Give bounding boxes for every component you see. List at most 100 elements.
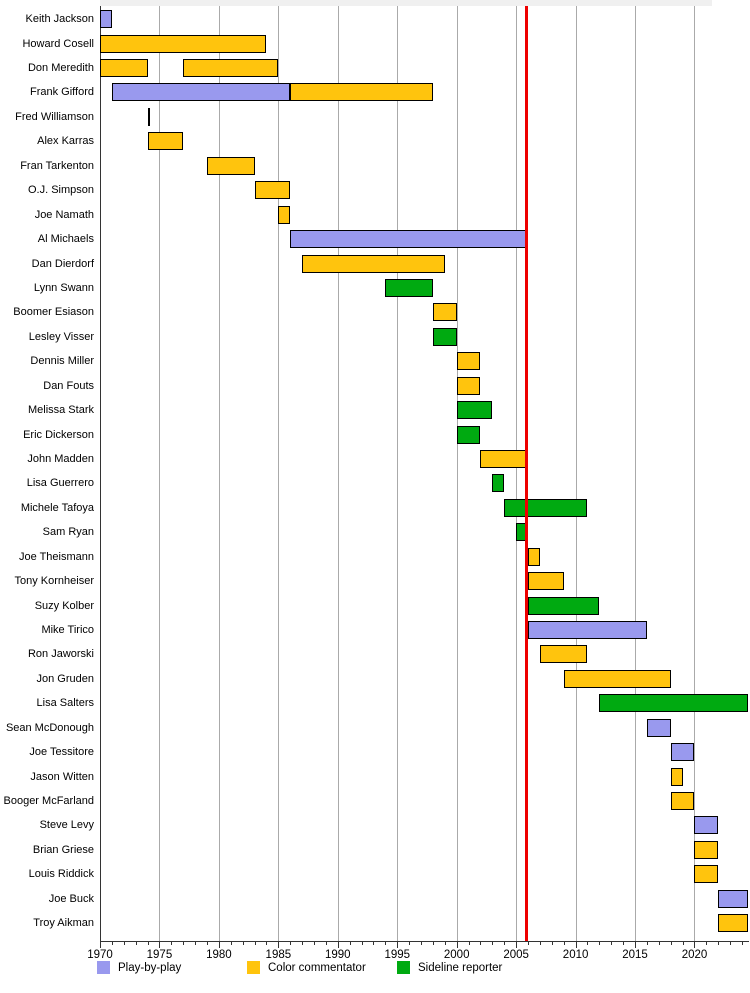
timeline-bar <box>385 278 433 297</box>
gridline-2020 <box>694 6 696 941</box>
row-label: Howard Cosell <box>22 37 94 50</box>
timeline-bar <box>599 694 748 713</box>
timeline-bar <box>718 889 748 908</box>
row-label: Eric Dickerson <box>23 428 94 441</box>
axis-tick-1992 <box>361 942 363 945</box>
axis-tick-2024 <box>742 942 744 945</box>
timeline-bar <box>302 254 445 273</box>
timeline-bar <box>111 83 291 102</box>
timeline-bar <box>432 303 457 322</box>
timeline-bar <box>504 498 588 517</box>
gridline-1975 <box>159 6 161 941</box>
row-label: Steve Levy <box>39 819 94 832</box>
axis-tick-label-1970: 1970 <box>87 949 113 961</box>
row-label: Frank Gifford <box>30 86 94 99</box>
timeline-bar <box>147 107 150 126</box>
gridline-1985 <box>278 6 280 941</box>
legend: Play-by-play Color commentator Sideline … <box>0 960 750 980</box>
axis-tick-1988 <box>314 942 316 945</box>
timeline-bar <box>183 59 279 78</box>
bottom-axis-line <box>100 941 749 942</box>
axis-tick-2008 <box>551 942 553 945</box>
axis-tick-1989 <box>325 942 327 945</box>
row-label: Joe Namath <box>34 208 94 221</box>
gridline-2005 <box>516 6 518 941</box>
axis-tick-1971 <box>111 942 113 945</box>
axis-tick-label-1975: 1975 <box>146 949 173 961</box>
axis-tick-2015 <box>635 942 637 948</box>
row-label: Ron Jaworski <box>27 648 94 661</box>
axis-tick-1987 <box>302 942 304 945</box>
axis-tick-label-1995: 1995 <box>384 949 411 961</box>
timeline-bar <box>670 791 695 810</box>
timeline-bar <box>694 865 719 884</box>
axis-tick-1977 <box>183 942 185 945</box>
axis-tick-2004 <box>504 942 506 945</box>
axis-tick-2012 <box>599 942 601 945</box>
axis-tick-2000 <box>456 942 458 948</box>
cropped-top-artifact <box>100 0 712 6</box>
row-label: John Madden <box>27 452 94 465</box>
timeline-bar <box>147 132 184 151</box>
row-label: Fred Williamson <box>15 110 94 123</box>
row-label: Lesley Visser <box>28 330 94 343</box>
gridline-1980 <box>218 6 220 941</box>
axis-tick-2016 <box>646 942 648 945</box>
axis-tick-1979 <box>207 942 208 945</box>
timeline-bar <box>528 620 647 639</box>
gridline-2015 <box>635 6 637 941</box>
row-label: Lisa Guerrero <box>26 477 94 490</box>
row-label: Melissa Stark <box>27 404 94 417</box>
timeline-bar <box>528 572 564 591</box>
timeline-bar <box>563 669 671 688</box>
row-label: Keith Jackson <box>25 13 94 26</box>
axis-tick-label-1980: 1980 <box>206 949 232 961</box>
timeline-bar <box>456 352 481 371</box>
row-label: Dan Dierdorf <box>31 257 94 270</box>
play-by-play-swatch <box>97 961 110 974</box>
legend-item-color-commentator: Color commentator <box>247 960 407 976</box>
axis-tick-2021 <box>706 942 708 945</box>
timeline-bar <box>694 840 719 859</box>
axis-tick-1978 <box>195 942 197 945</box>
timeline-bar <box>100 34 267 53</box>
row-label: Troy Aikman <box>33 917 94 930</box>
row-label: Sean McDonough <box>5 721 94 734</box>
timeline-bar <box>646 718 671 737</box>
axis-tick-1994 <box>385 942 387 945</box>
timeline-bar <box>670 767 683 786</box>
axis-tick-1983 <box>254 942 256 945</box>
row-label: Lisa Salters <box>36 697 94 710</box>
axis-tick-1982 <box>242 942 244 945</box>
axis-tick-1974 <box>147 942 149 945</box>
color-commentator-swatch <box>247 961 260 974</box>
axis-tick-label-2020: 2020 <box>681 949 708 961</box>
axis-tick-2005 <box>516 942 518 948</box>
timeline-bar <box>432 327 457 346</box>
axis-tick-label-2015: 2015 <box>622 949 648 961</box>
timeline-bar <box>254 181 291 200</box>
gridline-1995 <box>397 6 399 941</box>
legend-label-play-by-play: Play-by-play <box>118 962 182 974</box>
axis-tick-2022 <box>718 942 720 945</box>
axis-tick-2006 <box>528 942 530 945</box>
row-label: Alex Karras <box>37 135 94 148</box>
axis-tick-2017 <box>658 942 660 945</box>
row-label: Jason Witten <box>30 770 94 783</box>
axis-tick-label-1985: 1985 <box>265 949 292 961</box>
axis-tick-1980 <box>218 942 220 948</box>
axis-tick-2003 <box>492 942 494 945</box>
axis-tick-label-2010: 2010 <box>562 949 589 961</box>
gridline-2010 <box>575 6 577 941</box>
timeline-bar <box>456 425 481 444</box>
axis-tick-label-2000: 2000 <box>443 949 470 961</box>
axis-tick-1996 <box>409 942 411 945</box>
axis-tick-1986 <box>290 942 292 945</box>
axis-tick-1997 <box>421 942 423 945</box>
legend-item-play-by-play: Play-by-play <box>97 960 237 976</box>
axis-tick-2018 <box>670 942 672 945</box>
timeline-bar <box>694 816 719 835</box>
legend-item-sideline-reporter: Sideline reporter <box>397 960 557 976</box>
axis-tick-2010 <box>575 942 577 948</box>
